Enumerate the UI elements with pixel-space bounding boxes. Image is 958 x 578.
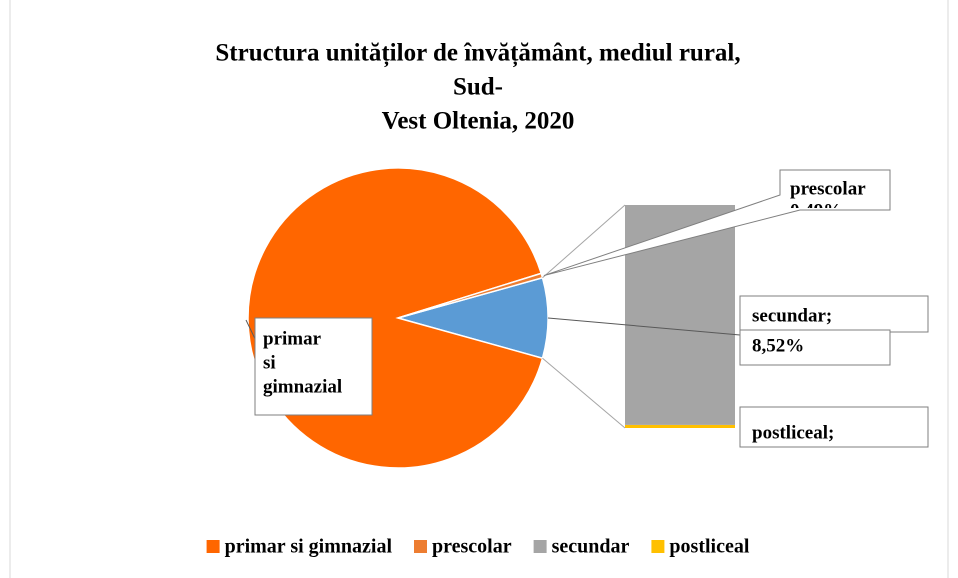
legend-label: postliceal (669, 536, 749, 558)
label-callout (543, 169, 891, 277)
legend-label: prescolar (432, 536, 512, 558)
legend-swatch (414, 540, 427, 553)
data-label: primar (263, 328, 322, 349)
data-label: postliceal; (752, 422, 834, 443)
data-label: 8,52% (752, 335, 804, 356)
connector (542, 204, 626, 279)
connector (542, 357, 626, 429)
label-box (739, 406, 929, 448)
legend-label: secundar (552, 536, 630, 558)
label-clip: prescolar0,49% (790, 178, 866, 221)
data-label: secundar; (752, 305, 832, 326)
chart-title: Vest Oltenia, 2020 (382, 108, 575, 135)
leader-line (547, 317, 741, 336)
legend-swatch (206, 540, 220, 553)
chart-title: Structura unităților de învățământ, medi… (215, 40, 740, 68)
data-label: prescolar (790, 178, 866, 199)
data-label: 0,49% (790, 200, 842, 221)
chart-title: Sud- (453, 74, 503, 101)
data-label: si (263, 352, 276, 373)
label-box (739, 329, 891, 366)
bar-segment (625, 424, 735, 428)
data-label: gimnazial (263, 376, 342, 397)
legend-label: primar si gimnazial (225, 536, 393, 558)
legend-swatch (651, 540, 665, 553)
legend-swatch (533, 540, 547, 553)
label-box (254, 317, 373, 416)
label-box (739, 295, 929, 333)
